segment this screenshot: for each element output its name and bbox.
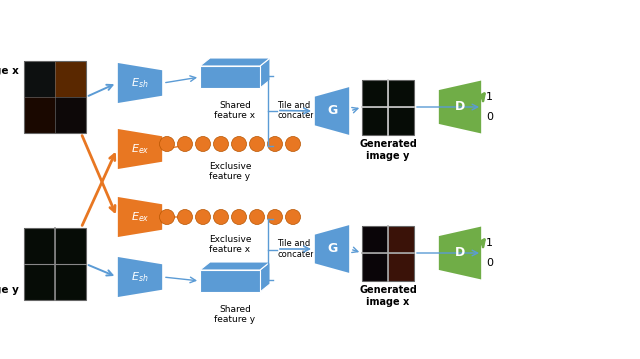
- Text: Generated
image x: Generated image x: [359, 285, 417, 307]
- Bar: [362, 225, 388, 253]
- Circle shape: [159, 210, 175, 224]
- Polygon shape: [260, 262, 270, 292]
- Bar: [200, 270, 260, 292]
- Text: 0: 0: [486, 258, 493, 268]
- Text: G: G: [327, 104, 337, 117]
- Text: Image y: Image y: [0, 285, 19, 295]
- Text: Shared
feature x: Shared feature x: [214, 101, 255, 120]
- Bar: [24, 228, 86, 300]
- Bar: [388, 107, 414, 135]
- Bar: [24, 264, 55, 300]
- Bar: [362, 79, 388, 107]
- Bar: [24, 61, 55, 97]
- Text: Exclusive
feature y: Exclusive feature y: [209, 162, 252, 181]
- Bar: [24, 97, 55, 133]
- Text: D: D: [455, 101, 465, 113]
- Polygon shape: [200, 58, 270, 66]
- Bar: [24, 61, 86, 133]
- Text: $E_{ex}$: $E_{ex}$: [131, 142, 149, 156]
- Circle shape: [268, 210, 282, 224]
- Text: 0: 0: [486, 112, 493, 122]
- Bar: [362, 107, 388, 135]
- Circle shape: [177, 136, 193, 151]
- Circle shape: [159, 136, 175, 151]
- Circle shape: [285, 136, 301, 151]
- Bar: [55, 264, 86, 300]
- Circle shape: [195, 210, 211, 224]
- Text: D: D: [455, 247, 465, 260]
- Circle shape: [214, 136, 228, 151]
- Bar: [362, 225, 414, 280]
- Text: Shared
feature y: Shared feature y: [214, 305, 255, 325]
- Circle shape: [214, 210, 228, 224]
- Polygon shape: [117, 256, 163, 298]
- Bar: [24, 228, 55, 264]
- Polygon shape: [200, 262, 270, 270]
- Text: $E_{sh}$: $E_{sh}$: [131, 270, 148, 284]
- Text: Tile and
concatenate: Tile and concatenate: [277, 239, 330, 259]
- Polygon shape: [438, 225, 482, 280]
- Bar: [388, 225, 414, 253]
- Circle shape: [250, 136, 264, 151]
- Bar: [388, 253, 414, 280]
- Text: Tile and
concatenate: Tile and concatenate: [277, 101, 330, 120]
- Circle shape: [232, 210, 246, 224]
- Bar: [200, 66, 260, 88]
- Text: 1: 1: [486, 92, 493, 102]
- Bar: [55, 97, 86, 133]
- Text: $E_{ex}$: $E_{ex}$: [131, 210, 149, 224]
- Polygon shape: [260, 58, 270, 88]
- Polygon shape: [117, 62, 163, 104]
- Circle shape: [268, 136, 282, 151]
- Circle shape: [285, 210, 301, 224]
- Text: Exclusive
feature x: Exclusive feature x: [209, 235, 252, 255]
- Bar: [362, 253, 388, 280]
- Text: Generated
image y: Generated image y: [359, 139, 417, 160]
- Polygon shape: [117, 196, 163, 238]
- Circle shape: [195, 136, 211, 151]
- Polygon shape: [438, 79, 482, 135]
- Text: $E_{sh}$: $E_{sh}$: [131, 76, 148, 90]
- Circle shape: [250, 210, 264, 224]
- Text: G: G: [327, 242, 337, 256]
- Bar: [55, 228, 86, 264]
- Text: Image x: Image x: [0, 66, 19, 76]
- Bar: [362, 79, 414, 135]
- Polygon shape: [117, 128, 163, 170]
- Bar: [388, 79, 414, 107]
- Circle shape: [177, 210, 193, 224]
- Bar: [55, 61, 86, 97]
- Text: 1: 1: [486, 238, 493, 248]
- Circle shape: [232, 136, 246, 151]
- Polygon shape: [314, 86, 350, 136]
- Polygon shape: [314, 224, 350, 274]
